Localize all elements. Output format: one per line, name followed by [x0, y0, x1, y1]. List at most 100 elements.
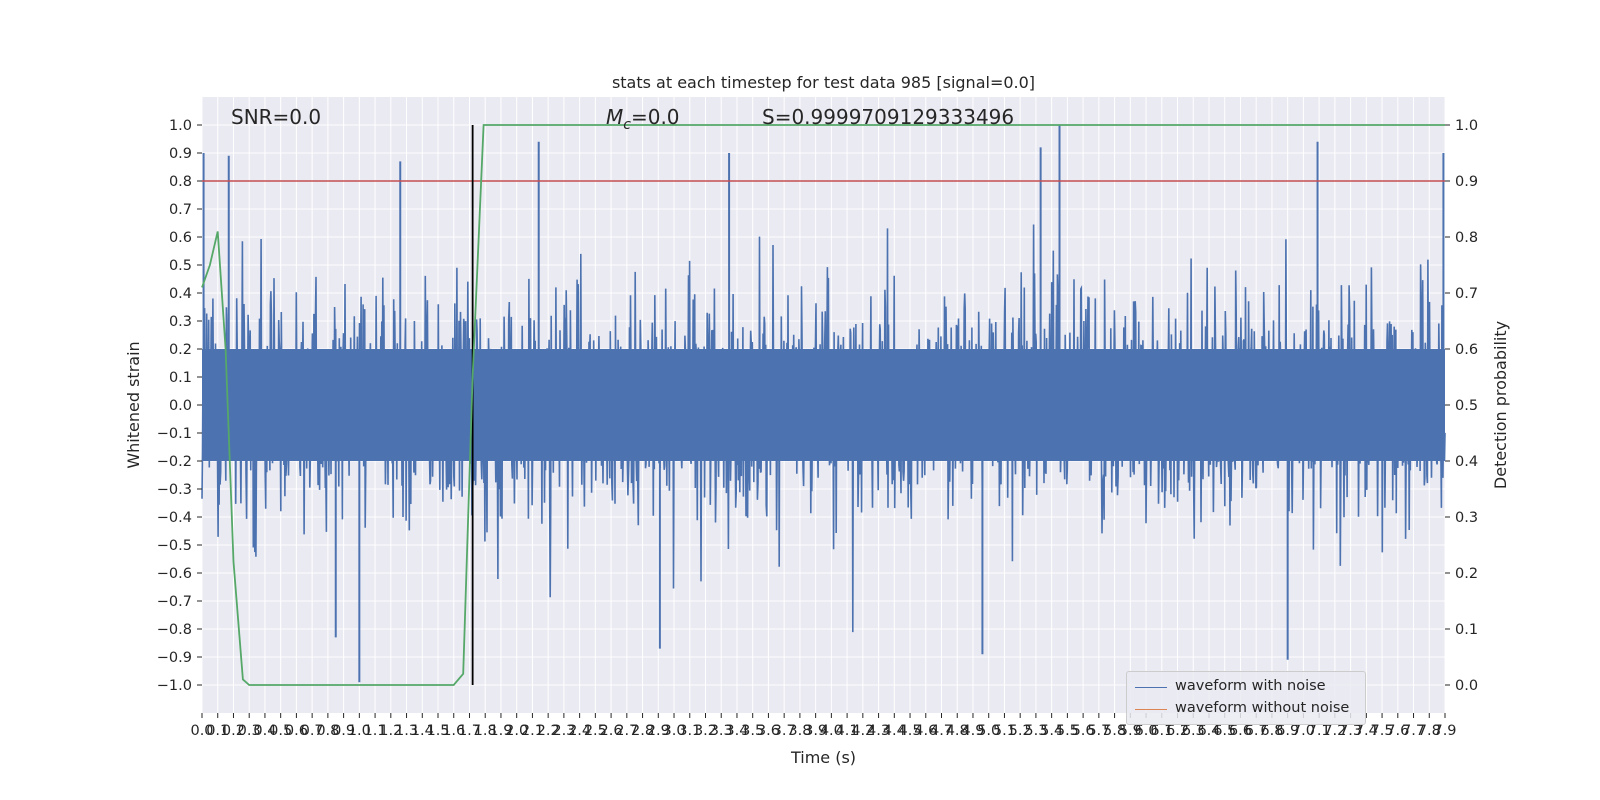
y2-tick-label: 0.1 [1455, 622, 1478, 638]
mc-symbol: M [606, 105, 623, 129]
x-tick-label: 3.2 [694, 723, 717, 739]
y2-tick-label: 1.0 [1455, 118, 1478, 134]
x-tick-label: 6.8 [1260, 723, 1283, 739]
legend-swatch-without-noise [1135, 709, 1167, 710]
y2-tick-label: 0.9 [1455, 174, 1478, 190]
x-tick-label: 7.1 [1308, 723, 1331, 739]
x-tick-label: 7.9 [1433, 723, 1456, 739]
y-tick-label: 0.9 [169, 146, 192, 162]
legend-swatch-with-noise [1135, 687, 1167, 688]
y-tick-label: 0.5 [169, 258, 192, 274]
x-tick-label: 7.5 [1371, 723, 1394, 739]
x-tick-label: 0.6 [285, 723, 308, 739]
y-tick-label: −0.6 [157, 566, 192, 582]
x-tick-label: 7.7 [1402, 723, 1425, 739]
x-tick-label: 3.0 [662, 723, 685, 739]
x-tick-label: 5.2 [1009, 723, 1032, 739]
x-tick-label: 6.3 [1182, 723, 1205, 739]
x-tick-label: 2.1 [521, 723, 544, 739]
x-tick-label: 5.6 [1072, 723, 1095, 739]
x-tick-label: 5.4 [1040, 723, 1063, 739]
x-tick-label: 6.1 [1150, 723, 1173, 739]
x-tick-label: 4.6 [914, 723, 937, 739]
x-tick-label: 5.8 [1103, 723, 1126, 739]
x-tick-label: 2.0 [505, 723, 528, 739]
y2-tick-label: 0.5 [1455, 398, 1478, 414]
x-tick-label: 0.4 [253, 723, 276, 739]
legend-item-with-noise: waveform with noise [1127, 678, 1363, 698]
x-tick-label: 5.7 [1087, 723, 1110, 739]
x-tick-label: 4.9 [961, 723, 984, 739]
x-tick-label: 7.6 [1386, 723, 1409, 739]
mc-value: =0.0 [631, 105, 680, 129]
y-tick-label: 0.6 [169, 230, 192, 246]
x-tick-label: 7.2 [1323, 723, 1346, 739]
x-tick-label: 1.1 [364, 723, 387, 739]
x-tick-label: 7.0 [1292, 723, 1315, 739]
legend-item-without-noise: waveform without noise [1127, 700, 1363, 720]
y-tick-label: 0.4 [169, 286, 192, 302]
x-tick-label: 1.5 [426, 723, 449, 739]
x-tick-label: 6.4 [1197, 723, 1220, 739]
x-tick-label: 1.0 [348, 723, 371, 739]
y2-tick-label: 0.2 [1455, 566, 1478, 582]
score-annotation: S=0.9999709129333496 [762, 105, 1014, 129]
x-tick-label: 0.5 [269, 723, 292, 739]
x-tick-label: 4.7 [930, 723, 953, 739]
x-tick-label: 0.7 [301, 723, 324, 739]
detection-probability-line [201, 124, 1445, 686]
y2-tick-label: 0.8 [1455, 230, 1478, 246]
x-tick-label: 4.2 [851, 723, 874, 739]
x-tick-label: 3.8 [788, 723, 811, 739]
x-tick-label: 5.5 [1056, 723, 1079, 739]
x-tick-label: 0.1 [206, 723, 229, 739]
series-waveform-with-noise [201, 125, 1446, 683]
y-tick-label: 0.0 [169, 398, 192, 414]
x-tick-label: 1.8 [474, 723, 497, 739]
y2-tick-label: 0.0 [1455, 678, 1478, 694]
y-tick-label: −0.3 [157, 482, 192, 498]
x-tick-label: 2.8 [631, 723, 654, 739]
x-tick-label: 2.4 [568, 723, 591, 739]
overlay-lines [201, 124, 1445, 686]
x-tick-label: 4.0 [820, 723, 843, 739]
x-tick-label: 5.0 [977, 723, 1000, 739]
legend: waveform with noise waveform without noi… [1126, 671, 1366, 725]
x-tick-label: 6.0 [1135, 723, 1158, 739]
y-tick-label: −0.5 [157, 538, 192, 554]
x-tick-label: 0.3 [238, 723, 261, 739]
x-tick-label: 4.1 [836, 723, 859, 739]
x-tick-label: 2.6 [600, 723, 623, 739]
x-tick-label: 4.8 [946, 723, 969, 739]
y-tick-label: −0.8 [157, 622, 192, 638]
y-tick-label: −0.9 [157, 650, 192, 666]
x-tick-label: 0.8 [316, 723, 339, 739]
y-axis-label: Whitened strain [124, 341, 143, 468]
x-tick-label: 3.4 [725, 723, 748, 739]
x-tick-label: 7.3 [1339, 723, 1362, 739]
x-tick-label: 2.7 [615, 723, 638, 739]
x-tick-label: 4.3 [867, 723, 890, 739]
x-tick-label: 5.3 [1024, 723, 1047, 739]
y2-tick-label: 0.3 [1455, 510, 1478, 526]
y2-tick-label: 0.4 [1455, 454, 1478, 470]
x-axis-label: Time (s) [790, 748, 856, 767]
x-tick-label: 3.7 [773, 723, 796, 739]
x-tick-label: 4.5 [899, 723, 922, 739]
x-tick-label: 6.6 [1229, 723, 1252, 739]
x-tick-label: 1.3 [395, 723, 418, 739]
x-tick-label: 2.9 [647, 723, 670, 739]
x-tick-label: 7.8 [1418, 723, 1441, 739]
axes: −1.0 −0.9 −0.8 −0.7 −0.6 −0.5 −0.4 −0.3 −0.2 −0.1… [157, 118, 1478, 739]
x-tick-label: 2.3 [552, 723, 575, 739]
x-tick-label: 5.1 [993, 723, 1016, 739]
y2-tick-label: 0.6 [1455, 342, 1478, 358]
x-tick-label: 5.9 [1119, 723, 1142, 739]
y-tick-label: 0.8 [169, 174, 192, 190]
x-tick-label: 6.7 [1245, 723, 1268, 739]
x-tick-label: 6.5 [1213, 723, 1236, 739]
y-tick-label: 0.2 [169, 342, 192, 358]
legend-label-with-noise: waveform with noise [1175, 678, 1326, 694]
x-tick-label: 2.2 [537, 723, 560, 739]
